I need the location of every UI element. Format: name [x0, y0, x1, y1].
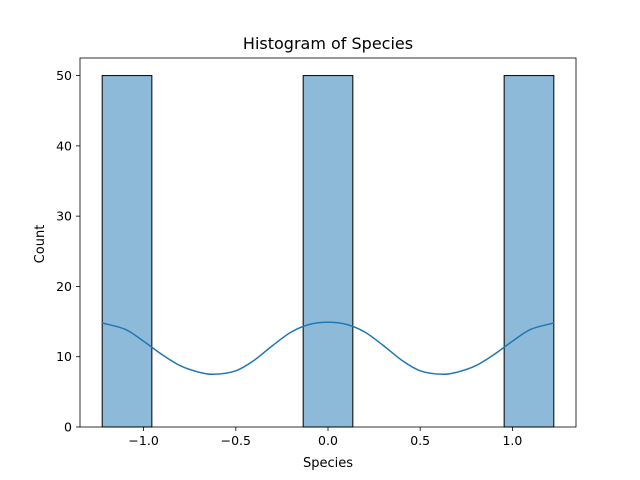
y-tick-label-1: 0: [64, 420, 72, 435]
x-tick-label-3: 0.0: [318, 433, 338, 448]
y-axis-label: Count: [33, 225, 48, 264]
y-tick-label-4: 30: [56, 209, 72, 224]
x-tick-label-5: 1.0: [502, 433, 522, 448]
kde-layer: [101, 321, 555, 376]
x-tick-label-4: 0.5: [410, 433, 430, 448]
y-tick-label-5: 40: [56, 138, 72, 153]
kde-curve-line: [101, 321, 555, 376]
bars-layer: [101, 75, 555, 428]
x-axis-label: Species: [303, 456, 353, 471]
histogram-bar-2: [302, 75, 354, 428]
histogram-bar-1: [101, 75, 153, 428]
x-tick-label-1: −1.0: [128, 433, 158, 448]
chart-title: Histogram of Species: [243, 34, 413, 53]
y-tick-label-2: 10: [56, 349, 72, 364]
y-tick-label-3: 20: [56, 279, 72, 294]
ticks-layer: −1.0 −0.5 0.0 0.5 1.0 0 10 20 30 40 50: [56, 68, 522, 448]
y-tick-label-6: 50: [56, 68, 72, 83]
x-tick-label-2: −0.5: [221, 433, 251, 448]
histogram-bar-3: [503, 75, 555, 428]
